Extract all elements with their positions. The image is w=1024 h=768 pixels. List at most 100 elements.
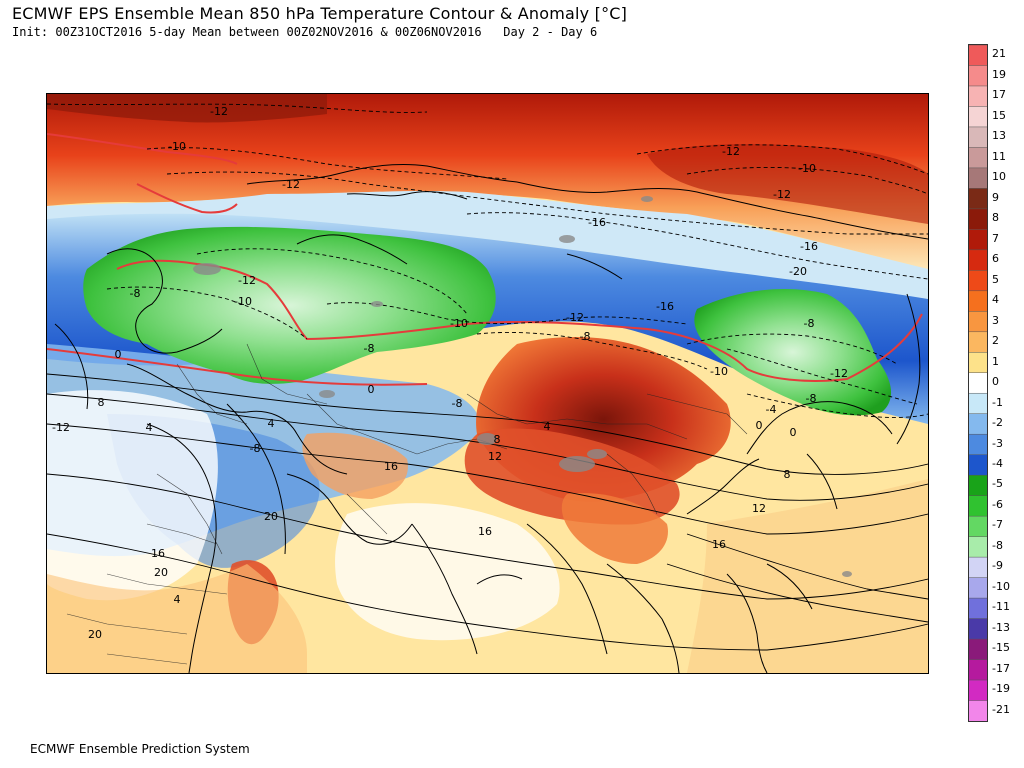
colorbar-label: -11	[992, 600, 1010, 614]
colorbar-swatch	[969, 208, 987, 230]
colorbar-label: 1	[992, 354, 999, 368]
contour-label: -12	[566, 311, 584, 324]
colorbar-label: 6	[992, 252, 999, 266]
colorbar-label: -2	[992, 416, 1003, 429]
zero-anomaly-line-north	[47, 133, 238, 214]
colorbar-swatch	[969, 598, 987, 620]
coastlines	[54, 163, 928, 673]
contour-label: -12	[722, 145, 740, 158]
colorbar-label: -6	[992, 497, 1003, 511]
colorbar-swatch	[969, 475, 987, 497]
zero-anomaly-line-siberia	[116, 259, 923, 382]
colorbar-label: 3	[992, 313, 999, 327]
colorbar-label: -13	[992, 620, 1010, 634]
colorbar-label: 17	[992, 88, 1006, 102]
contour-label: 8	[494, 433, 501, 446]
arctic-dark-core	[47, 94, 327, 123]
colorbar-swatch	[969, 249, 987, 271]
contour-label: 4	[174, 593, 181, 606]
contour-label: -8	[804, 317, 815, 330]
southwest-china-warm	[561, 493, 668, 564]
contour-label: 4	[544, 420, 551, 433]
colorbar-swatch	[969, 618, 987, 640]
colorbar-swatch	[969, 290, 987, 312]
colorbar-label: 10	[992, 170, 1006, 184]
contour-label: -8	[250, 442, 261, 455]
contour-label: 4	[146, 421, 153, 434]
contour-label: 16	[478, 525, 492, 538]
colorbar-swatch	[969, 680, 987, 702]
contour-label: -10	[450, 317, 468, 330]
colorbar-swatch	[969, 126, 987, 148]
colorbar-label: 0	[992, 375, 999, 388]
map-subtitle: Init: 00Z31OCT2016 5-day Mean between 00…	[12, 25, 598, 39]
arctic-warm-anomaly	[47, 94, 928, 269]
contour-label: -8	[130, 287, 141, 300]
colorbar-swatch	[969, 659, 987, 681]
terrain-mask	[193, 196, 852, 577]
contour-label: -8	[452, 397, 463, 410]
middle-east-warm	[302, 432, 408, 499]
colorbar-label: -3	[992, 436, 1003, 450]
colorbar-swatch	[969, 229, 987, 251]
contour-label: -12	[773, 188, 791, 201]
colorbar-label: -10	[992, 579, 1010, 593]
south-warm-band	[47, 564, 307, 673]
colorbar-swatch	[969, 372, 987, 394]
colorbar-label: 7	[992, 231, 999, 245]
colorbar-label: 13	[992, 129, 1006, 143]
contour-label: 0	[115, 348, 122, 361]
contour-label: 12	[488, 450, 502, 463]
contour-label: 16	[384, 460, 398, 473]
colorbar-swatch	[969, 106, 987, 128]
colorbar-swatch	[969, 188, 987, 210]
contour-label: 20	[88, 628, 102, 641]
colorbar-label: -15	[992, 641, 1010, 655]
contour-label: -16	[800, 240, 818, 253]
colorbar-swatch	[969, 639, 987, 661]
contour-labels: -12 -10 -12 -12 -10 -12 -16 -16 -20 -12 -10 -8 -16 -1…	[52, 105, 848, 641]
colorbar-label: -17	[992, 661, 1010, 675]
colorbar-swatch	[969, 331, 987, 353]
colorbar-swatch	[969, 352, 987, 374]
colorbar-swatch	[969, 85, 987, 107]
contour-label: -16	[656, 300, 674, 313]
colorbar-label: 21	[992, 47, 1006, 61]
temperature-anomaly-map: -12 -10 -12 -12 -10 -12 -16 -16 -20 -12 -10 -8 -16 -1…	[46, 93, 929, 674]
contour-label: 8	[98, 396, 105, 409]
contour-label: -16	[588, 216, 606, 229]
colorbar-label: -5	[992, 477, 1003, 491]
colorbar-swatch	[969, 516, 987, 538]
contour-label: 0	[790, 426, 797, 439]
colorbar-swatch	[969, 270, 987, 292]
colorbar-swatch	[969, 311, 987, 333]
negative-contours	[47, 103, 928, 418]
contour-label: 20	[154, 566, 168, 579]
contour-label: 0	[368, 383, 375, 396]
colorbar-label: 8	[992, 211, 999, 225]
colorbar-label: -8	[992, 538, 1003, 552]
colorbar-swatch	[969, 393, 987, 415]
contour-label: 4	[268, 417, 275, 430]
colorbar-label: 5	[992, 272, 999, 286]
colorbar-label: -9	[992, 559, 1003, 573]
colorbar-swatch	[969, 700, 987, 721]
colorbar-swatch	[969, 45, 987, 66]
contour-label: 16	[712, 538, 726, 551]
contour-label: -10	[710, 365, 728, 378]
contour-label: -10	[168, 140, 186, 153]
contour-label: 16	[151, 547, 165, 560]
colorbar-swatch	[969, 536, 987, 558]
contour-label: -12	[282, 178, 300, 191]
map-title: ECMWF EPS Ensemble Mean 850 hPa Temperat…	[12, 4, 628, 23]
colorbar-label: -1	[992, 395, 1003, 409]
colorbar-swatch	[969, 434, 987, 456]
colorbar-label: -4	[992, 456, 1003, 470]
colorbar-labels: 21 19 17 15 13 11 10 9 8 7 6 5 4 3 2 1 0 -1 -2 -3 -4 -5 -6 -7 -8…	[992, 44, 1022, 722]
contour-label: -8	[580, 330, 591, 343]
colorbar-swatch	[969, 167, 987, 189]
contour-label: -10	[234, 295, 252, 308]
neutral-white-region	[47, 390, 218, 601]
contour-label: -12	[238, 274, 256, 287]
colorbar-label: 2	[992, 334, 999, 347]
